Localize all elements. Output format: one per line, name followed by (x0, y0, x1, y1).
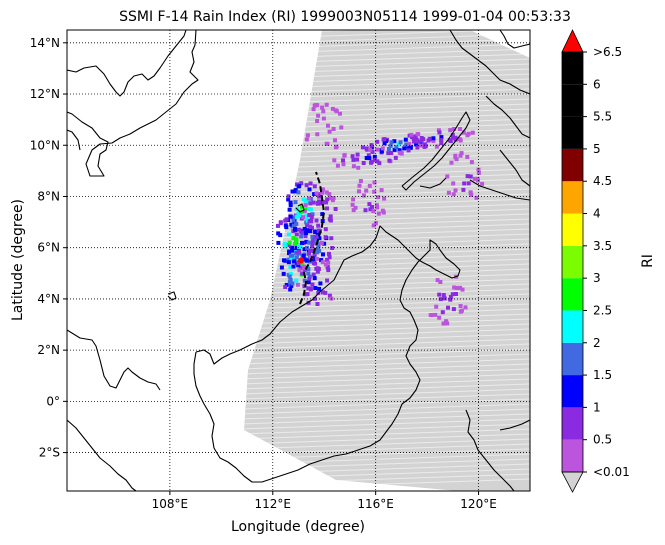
y-tick-label: 6°N (37, 241, 60, 255)
x-tick-label: 116°E (357, 497, 394, 511)
swath-background (239, 30, 530, 491)
storm-center-marker (298, 257, 305, 264)
colorbar-tick-label: 4 (593, 207, 601, 221)
colorbar-segment (562, 375, 583, 408)
coastline-panay (485, 95, 530, 139)
colorbar-under-arrow (561, 471, 584, 493)
colorbar-segment (562, 52, 583, 85)
y-tick-label: 14°N (30, 36, 60, 50)
colorbar-segment (562, 213, 583, 246)
rain-region (407, 127, 475, 149)
rain-region (445, 151, 485, 200)
colorbar-tick-label: 3.5 (593, 239, 612, 253)
y-axis-label: Latitude (degree) (10, 199, 26, 321)
y-tick-label: 0° (46, 394, 60, 408)
coastline-sulu (419, 177, 447, 189)
coastlines (67, 30, 530, 491)
gridlines (67, 30, 530, 491)
coastline-luzon (499, 30, 530, 49)
map-frame (66, 29, 531, 492)
coastline-sulawesi-arm (499, 419, 530, 431)
colorbar-segment (562, 181, 583, 214)
x-tick-label: 112°E (255, 497, 292, 511)
rain-region (304, 102, 344, 150)
rain-region (332, 146, 404, 170)
swath-texture (239, 30, 530, 490)
colorbar-tick-label: 2 (593, 336, 601, 350)
y-tick-label: 2°N (37, 343, 60, 357)
colorbar-over-arrow (561, 29, 584, 53)
colorbar-tick-label: 5 (593, 142, 601, 156)
x-tick-label: 120°E (460, 497, 497, 511)
colorbar-tick-label: 2.5 (593, 303, 612, 317)
colorbar: >6.5 6 5.5 5 4.5 4 3.5 3 2.5 2 1.5 1 0.5 <0.01 (561, 29, 630, 493)
colorbar-segment (562, 407, 583, 440)
colorbar-segment (562, 278, 583, 311)
rain-region (350, 179, 387, 228)
x-axis-ticks: 108°E 112°E 116°E 120°E (152, 491, 497, 511)
y-tick-label: 2°S (39, 446, 60, 460)
colorbar-tick-label: 1.5 (593, 368, 612, 382)
coastline-indochina (67, 30, 199, 177)
coastline-anambas (167, 291, 177, 301)
coastline-malay (67, 329, 161, 391)
coastline-negros (499, 149, 530, 187)
storm-track (299, 171, 326, 305)
colorbar-segment (562, 148, 583, 182)
rain-region (295, 254, 334, 306)
y-tick-label: 10°N (30, 138, 60, 152)
coastline-sumatra (67, 419, 137, 491)
y-tick-label: 12°N (30, 87, 60, 101)
colorbar-segment (562, 245, 583, 279)
colorbar-segment (562, 310, 583, 343)
map-area (67, 30, 530, 491)
swath-fill (244, 30, 530, 491)
colorbar-tick-label: 0.5 (593, 433, 612, 447)
colorbar-tick-label: >6.5 (593, 45, 622, 59)
colorbar-tick-label: 3 (593, 271, 601, 285)
x-axis-label: Longitude (degree) (231, 519, 365, 535)
colorbar-label: RI (640, 254, 656, 268)
colorbar-segment (562, 439, 583, 472)
colorbar-segment (562, 342, 583, 376)
colorbar-tick-label: 1 (593, 400, 601, 414)
colorbar-tick-label: 6 (593, 77, 601, 91)
coastline-mindoro (449, 30, 530, 95)
colorbar-segment (562, 84, 583, 117)
colorbar-tick-label: <0.01 (593, 465, 630, 479)
y-tick-label: 8°N (37, 189, 60, 203)
colorbar-segment (562, 116, 583, 149)
coastline-borneo (193, 225, 461, 483)
chart-title: SSMI F-14 Rain Index (RI) 1999003N05114 … (119, 9, 571, 25)
rain-region (301, 187, 338, 246)
colorbar-tick-label: 5.5 (593, 110, 612, 124)
y-tick-label: 4°N (37, 292, 60, 306)
colorbar-tick-label: 4.5 (593, 174, 612, 188)
coastline-mindanao (469, 179, 530, 201)
coastline-gulf-thailand (67, 30, 187, 97)
coastline-palawan (401, 111, 471, 191)
y-axis-ticks: 14°N 12°N 10°N 8°N 6°N 4°N 2°N 0° 2°S (30, 36, 67, 460)
coastline-natuna (295, 203, 305, 213)
x-tick-label: 108°E (152, 497, 189, 511)
coastline-sulawesi (465, 409, 515, 491)
